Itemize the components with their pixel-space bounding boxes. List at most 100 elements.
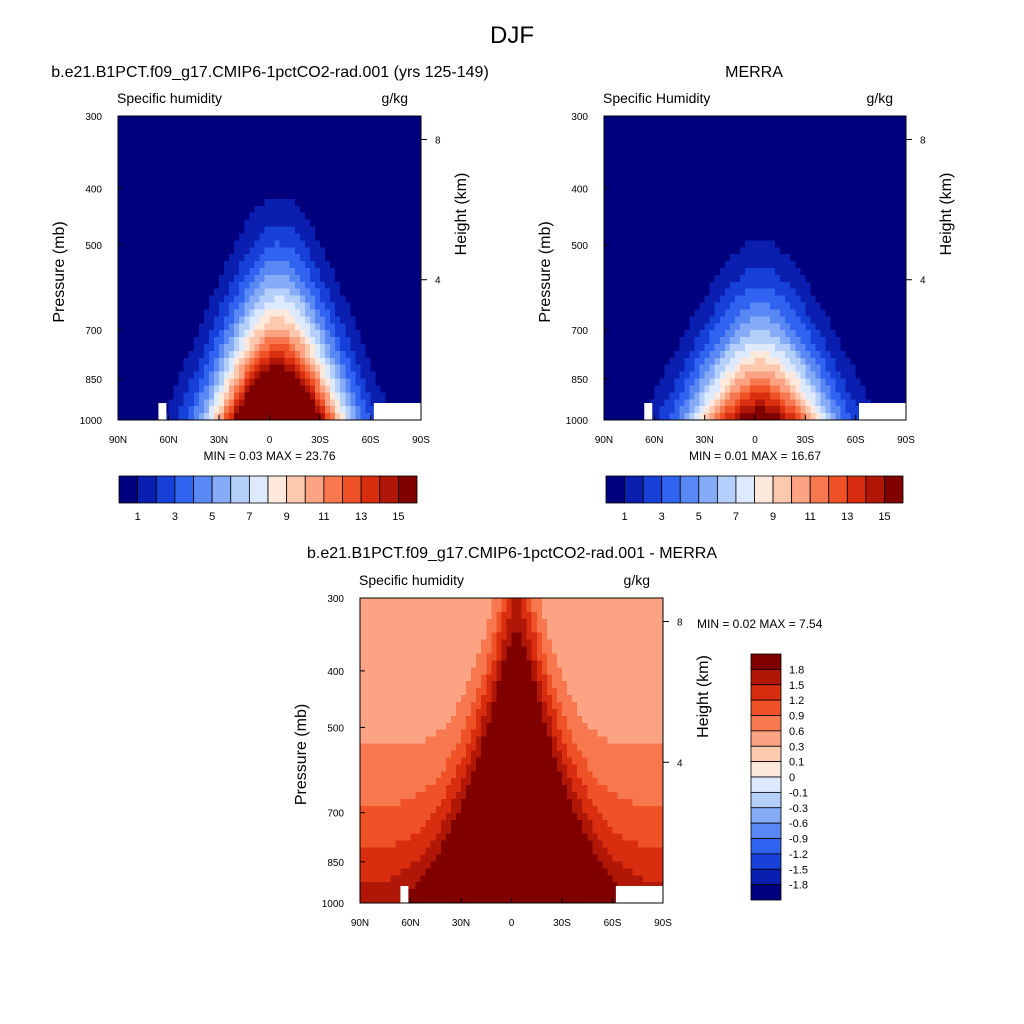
heatmap-cell bbox=[330, 247, 336, 255]
heatmap-cell bbox=[133, 295, 139, 304]
heatmap-cell bbox=[800, 226, 806, 235]
heatmap-cell bbox=[845, 261, 852, 269]
heatmap-cell bbox=[289, 261, 296, 269]
heatmap-cell bbox=[254, 171, 260, 179]
heatmap-cell bbox=[314, 233, 321, 241]
heatmap-cell bbox=[269, 378, 276, 387]
heatmap-cell bbox=[785, 337, 791, 345]
heatmap-cell bbox=[148, 337, 154, 345]
heatmap-cell bbox=[775, 150, 781, 159]
heatmap-cell bbox=[674, 309, 681, 317]
heatmap-cell bbox=[614, 378, 620, 387]
heatmap-cell bbox=[249, 364, 255, 373]
heatmap-cell bbox=[815, 254, 822, 262]
heatmap-cell bbox=[188, 178, 195, 186]
heatmap-cell bbox=[860, 164, 867, 172]
heatmap-cell bbox=[815, 226, 822, 235]
heatmap-cell bbox=[314, 185, 321, 193]
heatmap-cell bbox=[810, 185, 816, 193]
heatmap-cell bbox=[279, 371, 286, 380]
heatmap-cell bbox=[173, 254, 180, 262]
heatmap-cell bbox=[719, 350, 726, 359]
heatmap-cell bbox=[765, 350, 771, 359]
heatmap-cell bbox=[123, 385, 129, 393]
heatmap-cell bbox=[264, 413, 271, 421]
heatmap-cell bbox=[614, 357, 620, 366]
heatmap-cell bbox=[148, 413, 154, 421]
heatmap-cell bbox=[639, 219, 645, 228]
heatmap-cell bbox=[820, 350, 827, 359]
heatmap-cell bbox=[609, 261, 615, 269]
heatmap-cell bbox=[234, 364, 240, 373]
heatmap-cell bbox=[714, 344, 721, 352]
heatmap-cell bbox=[244, 309, 250, 317]
heatmap-cell bbox=[684, 254, 691, 262]
heatmap-cell bbox=[138, 150, 144, 159]
heatmap-cell bbox=[163, 212, 170, 221]
heatmap-cell bbox=[855, 240, 862, 248]
heatmap-cell bbox=[644, 129, 650, 138]
heatmap-cell bbox=[770, 192, 776, 200]
heatmap-cell bbox=[890, 212, 897, 221]
heatmap-cell bbox=[875, 122, 882, 131]
heatmap-cell bbox=[294, 399, 301, 407]
heatmap-cell bbox=[325, 371, 331, 380]
heatmap-cell bbox=[350, 122, 356, 131]
colorbar-box bbox=[286, 475, 306, 504]
heatmap-cell bbox=[198, 357, 205, 366]
heatmap-cell bbox=[850, 178, 857, 186]
heatmap-cell bbox=[885, 295, 892, 304]
heatmap-cell bbox=[178, 198, 185, 207]
heatmap-cell bbox=[614, 122, 620, 131]
heatmap-cell bbox=[770, 350, 776, 359]
heatmap-cell bbox=[810, 226, 816, 235]
heatmap-cell bbox=[173, 406, 180, 414]
heatmap-cell bbox=[795, 116, 801, 124]
heatmap-cell bbox=[178, 399, 185, 407]
heatmap-cell bbox=[375, 392, 382, 400]
heatmap-cell bbox=[385, 157, 392, 165]
heatmap-cell bbox=[284, 254, 291, 262]
heatmap-cell bbox=[659, 171, 665, 179]
heatmap-cell bbox=[385, 295, 392, 304]
heatmap-cell bbox=[739, 143, 746, 152]
heatmap-cell bbox=[360, 357, 367, 366]
heatmap-cell bbox=[639, 212, 645, 221]
heatmap-cell bbox=[810, 198, 816, 207]
heatmap-cell bbox=[410, 116, 417, 124]
heatmap-cell bbox=[208, 143, 215, 152]
heatmap-cell bbox=[609, 150, 615, 159]
heatmap-cell bbox=[224, 302, 230, 311]
heatmap-cell bbox=[138, 129, 144, 138]
heatmap-cell bbox=[335, 392, 341, 400]
heatmap-cell bbox=[380, 116, 387, 124]
heatmap-cell bbox=[865, 281, 872, 290]
heatmap-cell bbox=[208, 309, 215, 317]
heatmap-cell bbox=[284, 233, 291, 241]
colorbar-box bbox=[137, 475, 157, 504]
heatmap-cell bbox=[148, 316, 154, 324]
heatmap-cell bbox=[890, 364, 897, 373]
heatmap-cell bbox=[609, 240, 615, 248]
heatmap-cell bbox=[163, 136, 170, 145]
heatmap-cell bbox=[624, 344, 630, 352]
heatmap-cell bbox=[390, 212, 397, 221]
heatmap-cell bbox=[674, 288, 681, 297]
heatmap-cell bbox=[604, 205, 610, 214]
heatmap-cell bbox=[360, 413, 367, 421]
heatmap-cell bbox=[234, 268, 240, 276]
heatmap-cell bbox=[785, 261, 791, 269]
heatmap-cell bbox=[659, 344, 665, 352]
heatmap-cell bbox=[390, 344, 397, 352]
heatmap-cell bbox=[163, 309, 170, 317]
heatmap-cell bbox=[208, 198, 215, 207]
heatmap-cell bbox=[158, 378, 165, 387]
heatmap-cell bbox=[335, 136, 341, 145]
heatmap-cell bbox=[739, 323, 746, 331]
heatmap-cell bbox=[330, 302, 336, 311]
heatmap-cell bbox=[198, 261, 205, 269]
heatmap-cell bbox=[304, 157, 311, 165]
heatmap-cell bbox=[259, 261, 266, 269]
heatmap-cell bbox=[239, 357, 245, 366]
heatmap-cell bbox=[279, 268, 286, 276]
